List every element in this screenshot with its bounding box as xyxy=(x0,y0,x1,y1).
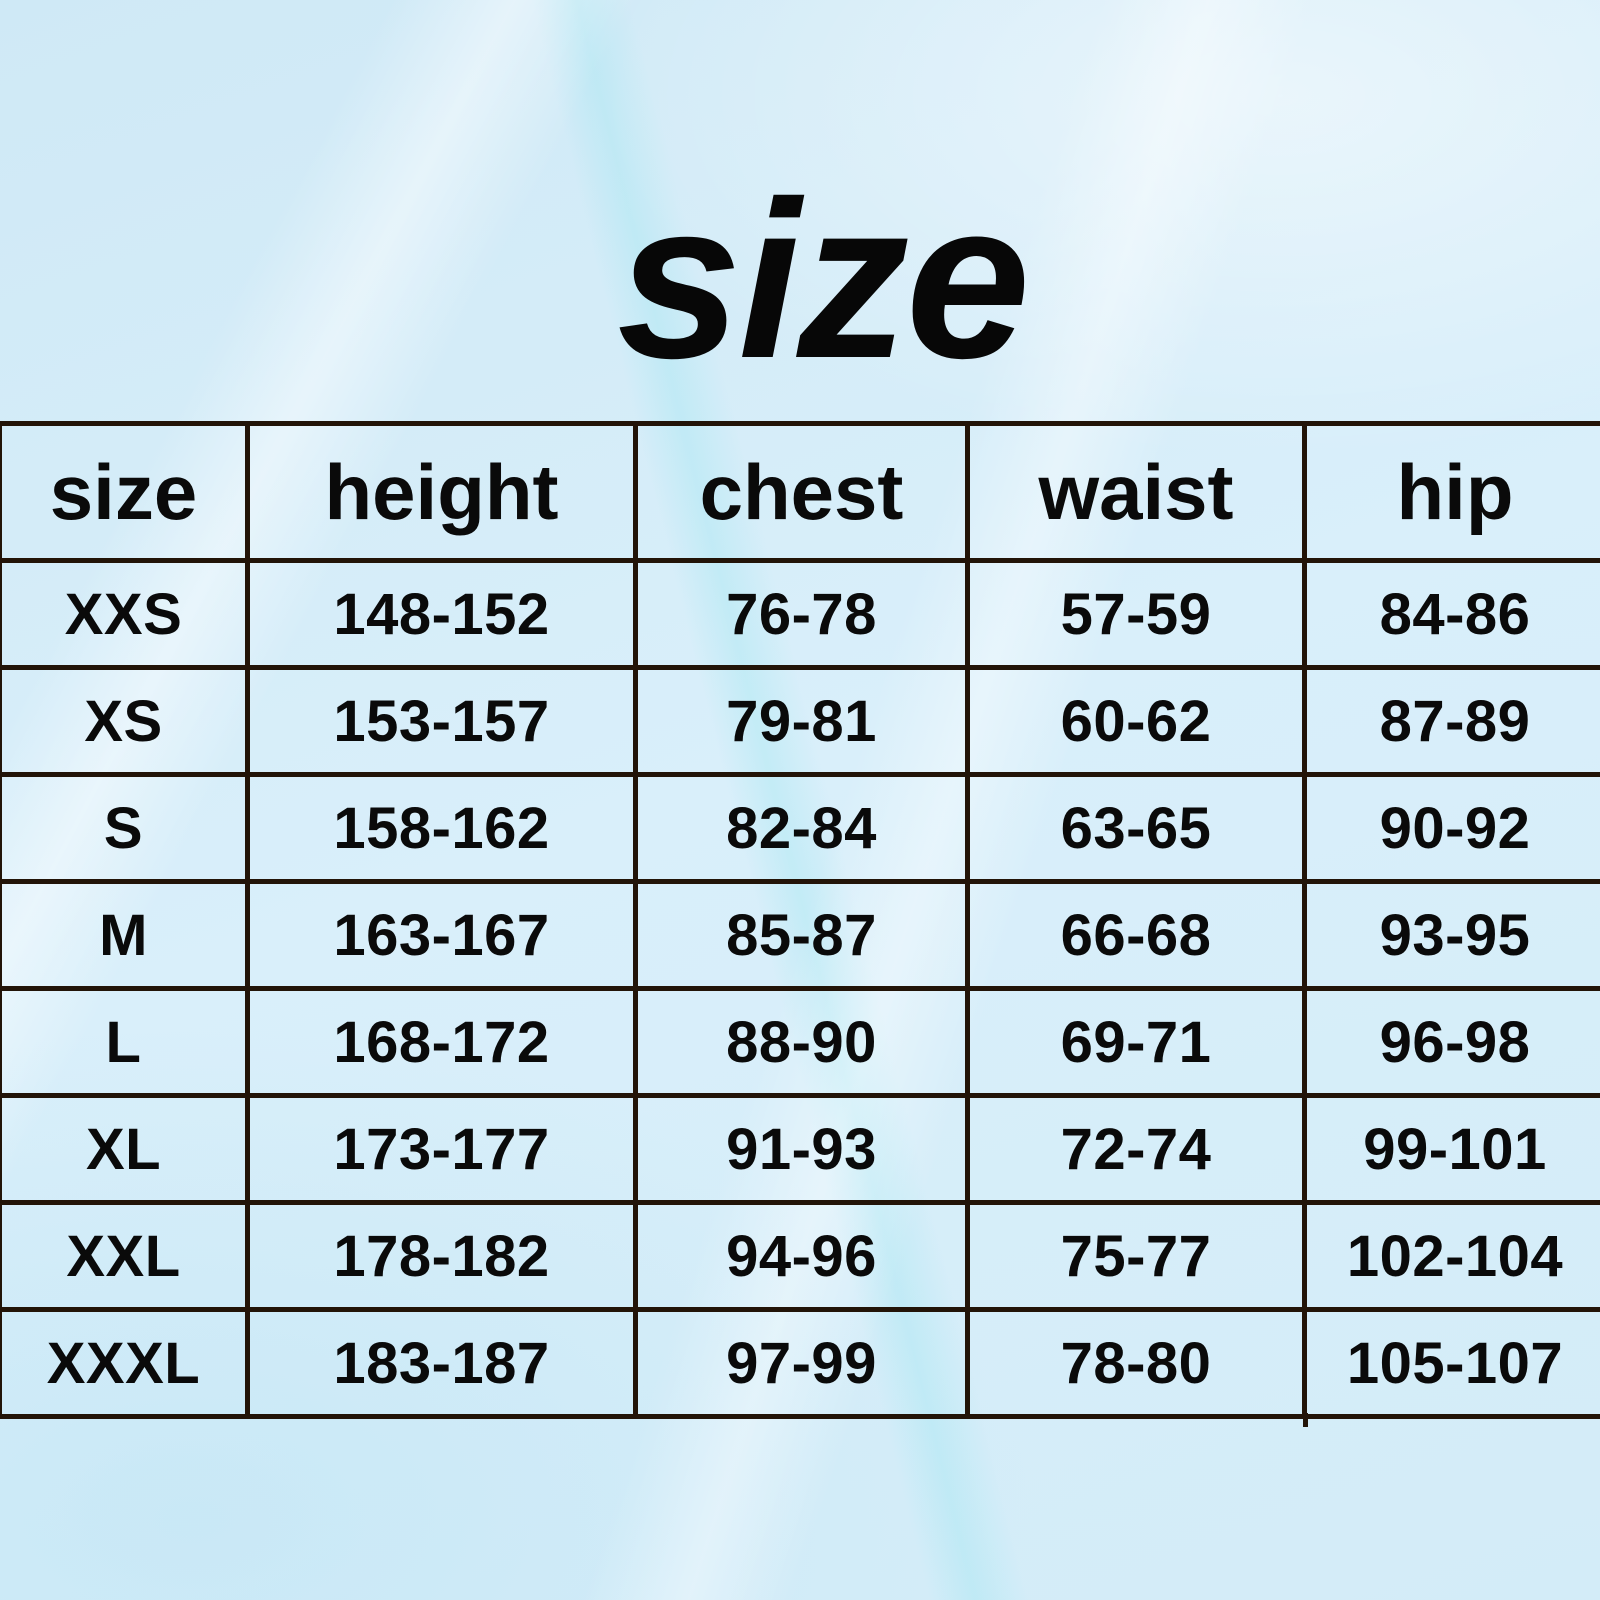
table-row-s: S 158-162 82-84 63-65 90-92 xyxy=(0,772,1600,884)
cell-waist: 78-80 xyxy=(965,1307,1307,1419)
cell-waist: 66-68 xyxy=(965,879,1307,991)
table-row-m: M 163-167 85-87 66-68 93-95 xyxy=(0,879,1600,991)
table-row-xxxl: XXXL 183-187 97-99 78-80 105-107 xyxy=(0,1307,1600,1419)
cell-hip: 87-89 xyxy=(1302,665,1600,777)
size-table: size height chest waist hip XXS 148-152 … xyxy=(0,421,1600,1419)
cell-chest: 97-99 xyxy=(633,1307,970,1419)
cell-height: 153-157 xyxy=(245,665,638,777)
table-header-row: size height chest waist hip xyxy=(0,421,1600,563)
column-header-chest: chest xyxy=(633,421,970,563)
cell-waist: 60-62 xyxy=(965,665,1307,777)
cell-hip: 102-104 xyxy=(1302,1200,1600,1312)
cell-waist: 57-59 xyxy=(965,558,1307,670)
table-row-xl: XL 173-177 91-93 72-74 99-101 xyxy=(0,1093,1600,1205)
cell-waist: 72-74 xyxy=(965,1093,1307,1205)
cell-hip: 96-98 xyxy=(1302,986,1600,1098)
cell-height: 158-162 xyxy=(245,772,638,884)
cell-size: M xyxy=(0,879,250,991)
cell-chest: 82-84 xyxy=(633,772,970,884)
table-row-xs: XS 153-157 79-81 60-62 87-89 xyxy=(0,665,1600,777)
cell-chest: 79-81 xyxy=(633,665,970,777)
cell-hip: 93-95 xyxy=(1302,879,1600,991)
cell-chest: 91-93 xyxy=(633,1093,970,1205)
column-header-waist: waist xyxy=(965,421,1307,563)
column-header-size: size xyxy=(0,421,250,563)
cell-chest: 88-90 xyxy=(633,986,970,1098)
column-header-hip: hip xyxy=(1302,421,1600,563)
cell-hip: 99-101 xyxy=(1302,1093,1600,1205)
cell-height: 148-152 xyxy=(245,558,638,670)
cell-waist: 69-71 xyxy=(965,986,1307,1098)
cell-height: 163-167 xyxy=(245,879,638,991)
column-header-height: height xyxy=(245,421,638,563)
cell-size: XXL xyxy=(0,1200,250,1312)
table-row-l: L 168-172 88-90 69-71 96-98 xyxy=(0,986,1600,1098)
cell-hip: 105-107 xyxy=(1302,1307,1600,1419)
cell-chest: 76-78 xyxy=(633,558,970,670)
cell-waist: 63-65 xyxy=(965,772,1307,884)
cell-height: 183-187 xyxy=(245,1307,638,1419)
cell-size: L xyxy=(0,986,250,1098)
cell-size: XL xyxy=(0,1093,250,1205)
table-row-xxs: XXS 148-152 76-78 57-59 84-86 xyxy=(0,558,1600,670)
cell-height: 173-177 xyxy=(245,1093,638,1205)
cell-height: 168-172 xyxy=(245,986,638,1098)
cell-height: 178-182 xyxy=(245,1200,638,1312)
cell-size: S xyxy=(0,772,250,884)
cell-chest: 94-96 xyxy=(633,1200,970,1312)
cell-size: XXS xyxy=(0,558,250,670)
cell-size: XXXL xyxy=(0,1307,250,1419)
cell-hip: 84-86 xyxy=(1302,558,1600,670)
page-title: size xyxy=(617,155,1030,405)
cell-size: XS xyxy=(0,665,250,777)
cell-waist: 75-77 xyxy=(965,1200,1307,1312)
table-border-artifact xyxy=(1303,1413,1308,1427)
cell-hip: 90-92 xyxy=(1302,772,1600,884)
table-row-xxl: XXL 178-182 94-96 75-77 102-104 xyxy=(0,1200,1600,1312)
cell-chest: 85-87 xyxy=(633,879,970,991)
